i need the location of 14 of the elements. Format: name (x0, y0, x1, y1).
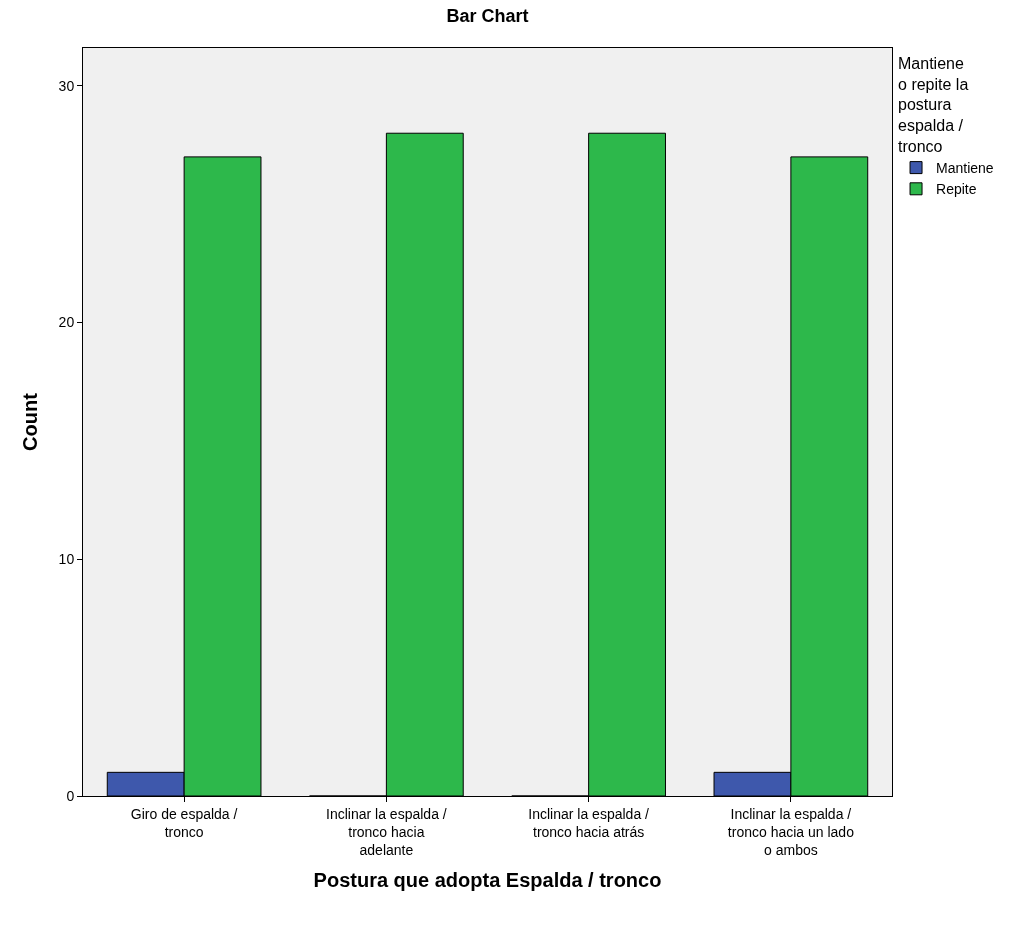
y-tick-label: 20 (58, 314, 75, 331)
y-tick-label: 10 (58, 551, 75, 568)
chart-title: Bar Chart (446, 5, 529, 26)
x-axis-title: Postura que adopta Espalda / tronco (313, 868, 662, 891)
legend-label: Mantiene (936, 160, 994, 177)
y-tick-label: 30 (58, 77, 75, 94)
y-axis-title: Count (19, 392, 42, 451)
y-tick-label: 0 (66, 787, 75, 804)
x-tick-label: Inclinar la espalda / tronco hacia atrás (528, 805, 650, 840)
x-tick-label: Giro de espalda / tronco (130, 805, 238, 840)
x-tick-label: Inclinar la espalda / tronco hacia un lado o ambos (727, 805, 855, 859)
legend-title: Mantiene o repite la postura espalda / tronco (898, 54, 969, 155)
x-tick-label: Inclinar la espalda / tronco hacia adelante (326, 805, 447, 859)
legend-label: Repite (936, 181, 977, 198)
